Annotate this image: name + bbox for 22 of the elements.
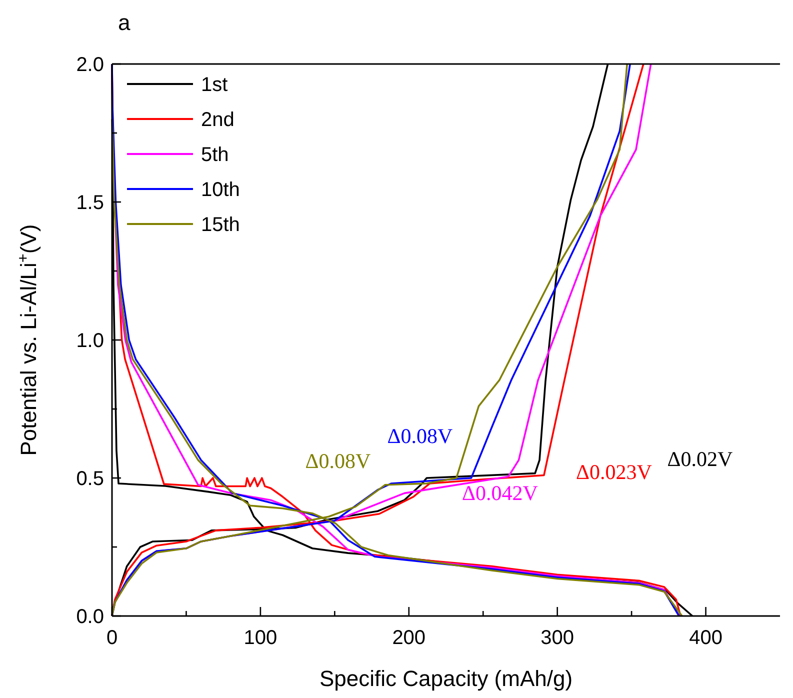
y-tick-label: 1.5 [76,192,104,214]
legend-label: 1st [201,74,228,96]
annotation: Δ0.02V [667,447,733,471]
x-tick-label: 400 [689,627,722,649]
annotation: Δ0.08V [305,449,371,473]
annotation: Δ0.08V [387,424,453,448]
chart-title: a [118,10,131,35]
y-tick-label: 0.0 [76,606,104,628]
annotation: Δ0.042V [462,481,538,505]
x-tick-label: 300 [540,627,574,649]
y-tick-label: 2.0 [76,54,104,76]
legend-label: 15th [201,214,240,236]
x-axis-title: Specific Capacity (mAh/g) [319,666,573,691]
x-tick-label: 0 [106,627,118,649]
annotation: Δ0.023V [576,460,652,484]
legend-label: 2nd [201,109,234,131]
legend-label: 5th [201,144,229,166]
y-tick-label: 1.0 [76,330,104,352]
x-tick-label: 200 [392,627,426,649]
legend-label: 10th [201,179,240,201]
y-tick-label: 0.5 [76,468,104,490]
x-tick-label: 100 [244,627,278,649]
